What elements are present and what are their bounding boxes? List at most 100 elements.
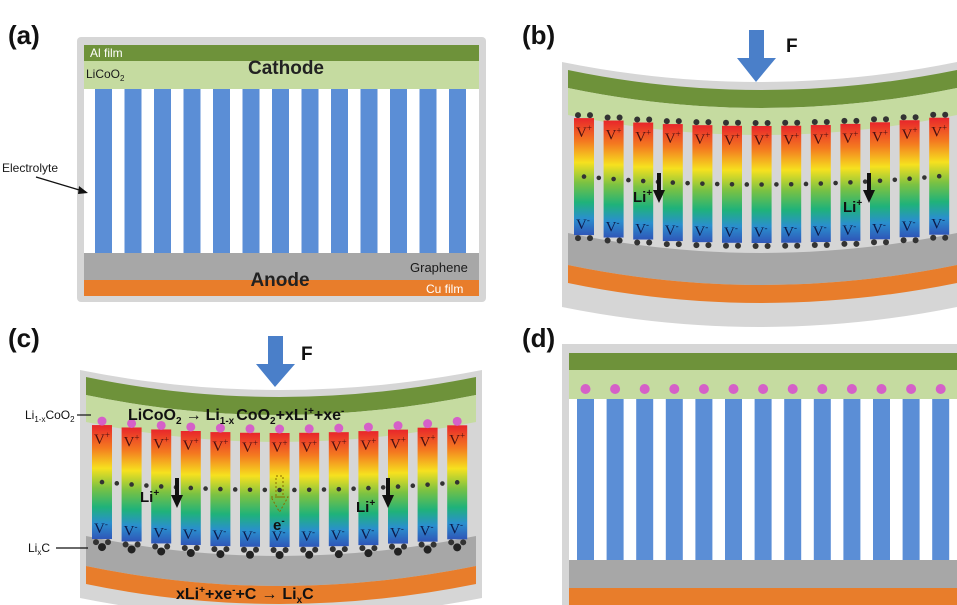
pillar <box>272 89 289 253</box>
v-minus-label: V- <box>931 215 945 233</box>
graphene-label: Graphene <box>410 260 468 275</box>
pillar <box>606 399 624 560</box>
svg-text:Li+: Li+ <box>633 188 652 206</box>
charge-dot <box>936 173 942 179</box>
charge-dot <box>114 481 120 486</box>
charge-dot <box>930 111 937 118</box>
panel-a: (a) Al film LiCoO2 Cathode Electrolyte G… <box>2 20 486 302</box>
charge-dot <box>823 119 830 126</box>
intercalated-lithium-dot <box>364 549 373 558</box>
pillar <box>242 89 260 253</box>
charge-dot <box>735 242 741 249</box>
charge-dot <box>105 539 111 546</box>
charge-dot <box>871 239 877 246</box>
charge-dot <box>188 485 194 491</box>
charge-dot <box>942 111 949 118</box>
lithium-ion-dot <box>423 419 433 429</box>
lithium-ion-dot <box>906 384 917 394</box>
charge-dot <box>675 118 682 125</box>
panel-b-pillars: V+V-V+V-V+V-V+V-V+V-V+V-V+V-V+V-V+V-V+V-… <box>574 111 950 249</box>
v-minus-label: V- <box>872 219 886 237</box>
lithium-ion-dot <box>186 422 196 432</box>
charge-dot <box>329 546 336 553</box>
pillar <box>813 399 831 560</box>
lithium-ion-dot <box>639 384 650 394</box>
charge-dot <box>611 176 616 182</box>
svg-text:Li+: Li+ <box>356 498 375 516</box>
pillar <box>449 89 466 253</box>
pillar <box>784 399 802 560</box>
charge-dot <box>270 546 277 553</box>
charge-dot <box>232 487 238 492</box>
intercalated-lithium-dot <box>305 550 314 559</box>
charge-dot <box>853 117 860 124</box>
charge-dot <box>723 119 729 126</box>
pillar <box>843 399 861 560</box>
charge-dot <box>193 544 200 551</box>
charge-dot <box>395 484 401 489</box>
pillar <box>124 89 142 253</box>
panel-b-force-arrow <box>737 30 776 82</box>
lithium-ion-dot <box>215 423 225 433</box>
charge-dot <box>646 239 653 246</box>
charge-dot <box>922 175 927 180</box>
charge-dot <box>223 546 230 553</box>
charge-dot <box>841 117 848 124</box>
lithium-ion-dot <box>846 384 857 394</box>
charge-dot <box>794 242 801 249</box>
licoo2-layer <box>84 61 479 89</box>
lithium-ion-dot <box>127 418 137 428</box>
lithium-ion-dot <box>758 384 769 394</box>
panel-c-al-film <box>86 377 476 415</box>
panel-b-li-ion-left: Li+ <box>633 173 665 206</box>
electrolyte-pointer-line <box>35 176 87 193</box>
charge-dot <box>841 240 848 247</box>
charge-dot <box>700 181 705 186</box>
pillar <box>754 399 772 560</box>
charge-dot <box>581 174 587 179</box>
charge-dot <box>670 180 676 185</box>
v-minus-label: V- <box>94 519 108 537</box>
lithium-ion-dot <box>610 384 621 394</box>
charge-dot <box>351 486 356 491</box>
panel-b-al-film <box>568 70 957 108</box>
charge-dot <box>300 546 307 553</box>
v-minus-label: V- <box>360 525 374 543</box>
charge-dot <box>811 242 818 249</box>
intercalated-lithium-dot <box>275 550 284 559</box>
panel-c-graphene <box>86 536 476 586</box>
charge-dot <box>134 541 141 548</box>
cathode-reaction-equation: LiCoO2 → Li1-x CoO2+xLi++xe- <box>128 406 344 427</box>
lithium-ion-dot <box>304 424 314 434</box>
lithium-ion-dot <box>452 416 462 426</box>
pillar <box>183 89 201 253</box>
v-minus-label: V- <box>754 223 768 241</box>
pillar <box>331 89 348 253</box>
v-minus-label: V- <box>665 221 679 239</box>
charge-dot <box>900 237 907 244</box>
pillar <box>390 89 407 253</box>
pillar <box>419 89 437 253</box>
intercalated-lithium-dot <box>423 545 432 554</box>
intercalated-lithium-dot <box>186 548 195 557</box>
charge-dot <box>848 180 853 185</box>
v-minus-label: V- <box>635 220 649 238</box>
charge-dot <box>877 178 883 184</box>
panel-d-label: (d) <box>522 323 555 353</box>
panel-a-label: (a) <box>8 20 40 50</box>
charge-dot <box>794 119 801 126</box>
panel-d-graphene <box>569 560 957 588</box>
licoo2-label: LiCoO2 <box>86 67 125 83</box>
charge-dot <box>823 242 830 249</box>
intercalated-lithium-dot <box>216 550 225 559</box>
charge-dot <box>616 114 623 121</box>
v-minus-label: V- <box>842 221 856 239</box>
intercalated-lithium-dot <box>246 550 254 559</box>
pillar <box>154 89 171 253</box>
lithium-ion-dot <box>787 384 798 394</box>
panel-c-electron-flow: e- <box>270 475 289 534</box>
pillar <box>213 89 230 253</box>
pillar <box>95 89 112 253</box>
charge-dot <box>862 179 868 184</box>
